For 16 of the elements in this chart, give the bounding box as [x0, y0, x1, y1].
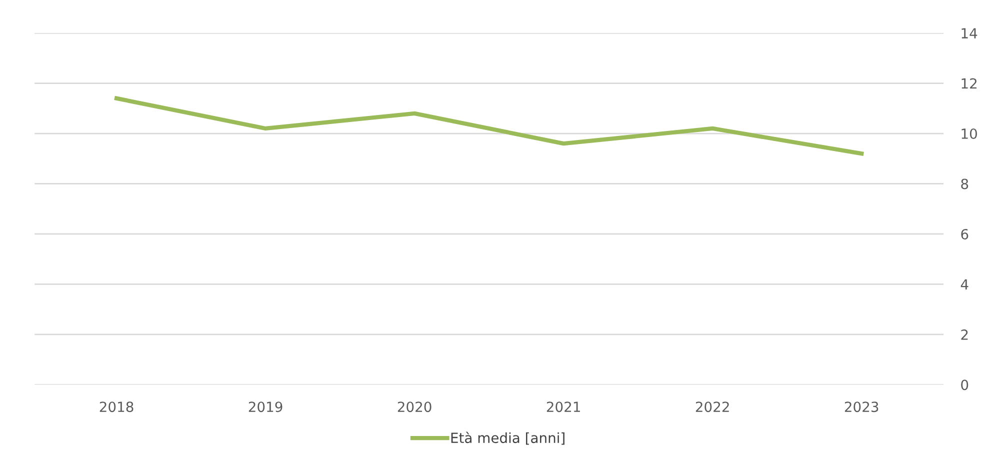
y-tick-label: 0: [961, 380, 968, 390]
line-series: [114, 96, 864, 156]
y-tick-label: 14: [962, 28, 978, 38]
y-tick-label: 2: [961, 329, 968, 340]
y-tick-label: 4: [960, 279, 968, 290]
x-tick-label: 2019: [248, 402, 282, 412]
legend-label: Età media [anni]: [451, 432, 564, 445]
y-tick-label: 12: [962, 78, 976, 89]
x-tick-label: 2018: [100, 402, 134, 412]
x-tick-label: 2022: [696, 402, 729, 412]
x-tick-label: 2020: [398, 402, 432, 412]
y-tick-label: 6: [961, 228, 968, 240]
y-tick-label: 8: [961, 178, 968, 190]
x-tick-label: 2023: [844, 402, 878, 412]
x-tick-label: 2021: [546, 402, 580, 412]
y-tick-label: 10: [962, 128, 977, 139]
